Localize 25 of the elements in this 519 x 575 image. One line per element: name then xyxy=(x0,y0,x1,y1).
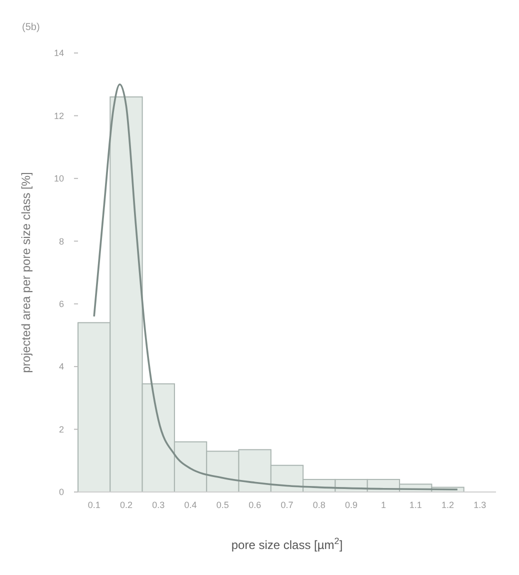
x-tick-label: 0.5 xyxy=(216,500,229,510)
y-axis-title: projected area per pore size class [%] xyxy=(19,172,33,373)
x-tick-label: 0.7 xyxy=(280,500,294,510)
y-tick-label: 8 xyxy=(58,236,64,246)
x-tick-label: 0.4 xyxy=(184,500,197,510)
x-tick-label: 1.2 xyxy=(442,500,454,510)
y-tick-label: 14 xyxy=(54,48,64,58)
x-tick-label: 0.6 xyxy=(248,500,262,510)
y-tick-label: 6 xyxy=(58,299,64,310)
x-tick-label: 1.1 xyxy=(409,500,422,510)
x-tick-label: 0.1 xyxy=(88,500,100,510)
x-tick-label: 0.9 xyxy=(345,500,358,510)
y-tick-label: 4 xyxy=(58,362,64,372)
y-tick-label: 12 xyxy=(54,110,64,121)
x-tick-label: 0.3 xyxy=(152,500,165,510)
y-tick-label: 0 xyxy=(58,487,64,498)
x-axis-title: pore size class [µm$^{2}$] xyxy=(231,536,343,552)
x-tick-label: 1.3 xyxy=(474,500,486,510)
chart-title: (5b) xyxy=(22,22,40,33)
y-tick-label: 2 xyxy=(58,424,64,434)
x-tick-label: 0.2 xyxy=(120,500,132,510)
x-tick-label: 1 xyxy=(380,500,386,510)
x-tick-label: 0.8 xyxy=(312,500,326,510)
y-tick-label: 10 xyxy=(54,174,64,184)
line-series xyxy=(93,83,458,490)
